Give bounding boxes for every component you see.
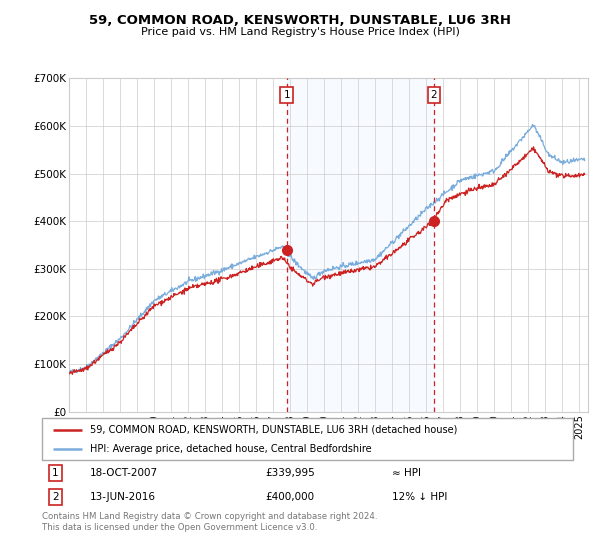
Text: Price paid vs. HM Land Registry's House Price Index (HPI): Price paid vs. HM Land Registry's House … [140, 27, 460, 37]
Text: HPI: Average price, detached house, Central Bedfordshire: HPI: Average price, detached house, Cent… [90, 444, 371, 454]
Text: 2: 2 [52, 492, 59, 502]
FancyBboxPatch shape [42, 418, 573, 460]
Text: 13-JUN-2016: 13-JUN-2016 [90, 492, 156, 502]
Text: 18-OCT-2007: 18-OCT-2007 [90, 468, 158, 478]
Text: 59, COMMON ROAD, KENSWORTH, DUNSTABLE, LU6 3RH (detached house): 59, COMMON ROAD, KENSWORTH, DUNSTABLE, L… [90, 424, 457, 435]
Text: 1: 1 [283, 90, 290, 100]
Text: ≈ HPI: ≈ HPI [392, 468, 421, 478]
Text: Contains HM Land Registry data © Crown copyright and database right 2024.
This d: Contains HM Land Registry data © Crown c… [42, 512, 377, 532]
Text: 2: 2 [431, 90, 437, 100]
Text: 59, COMMON ROAD, KENSWORTH, DUNSTABLE, LU6 3RH: 59, COMMON ROAD, KENSWORTH, DUNSTABLE, L… [89, 14, 511, 27]
Text: £400,000: £400,000 [265, 492, 314, 502]
Text: £339,995: £339,995 [265, 468, 315, 478]
Text: 1: 1 [52, 468, 59, 478]
Text: 12% ↓ HPI: 12% ↓ HPI [392, 492, 448, 502]
Bar [287, 78, 434, 412]
